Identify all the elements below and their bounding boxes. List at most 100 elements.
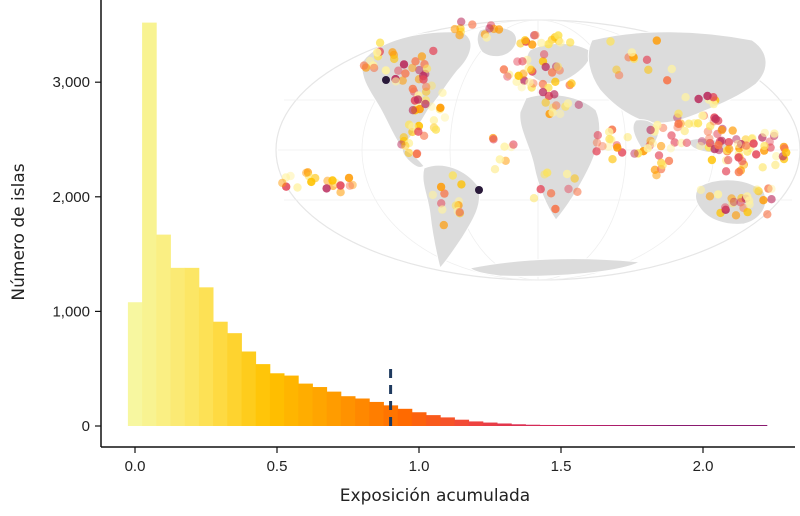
island-point <box>598 142 607 151</box>
histogram-bar <box>553 425 569 426</box>
histogram-bar <box>525 424 541 426</box>
island-point <box>348 180 357 190</box>
island-point <box>499 65 509 74</box>
island-point <box>667 131 676 140</box>
island-point <box>414 127 423 136</box>
island-point <box>391 77 401 86</box>
island-point <box>772 152 781 161</box>
island-point <box>711 114 720 124</box>
island-point <box>422 82 431 92</box>
island-point <box>336 188 345 197</box>
island-point <box>725 144 734 154</box>
histogram-bar <box>426 415 441 426</box>
island-point <box>436 103 445 113</box>
island-point <box>743 207 752 217</box>
island-point <box>674 119 683 128</box>
histogram-bar <box>582 425 597 426</box>
island-point <box>706 121 715 131</box>
island-point <box>286 171 295 181</box>
island-point <box>293 183 302 192</box>
histogram-bar <box>681 425 697 426</box>
histogram-bar <box>653 425 668 426</box>
island-point <box>573 187 582 196</box>
island-point <box>674 109 683 118</box>
island-point <box>563 99 573 108</box>
island-point <box>763 210 772 219</box>
island-point <box>697 137 707 146</box>
island-point <box>494 25 504 34</box>
island-point <box>552 101 561 110</box>
island-point <box>696 141 705 151</box>
island-point <box>717 125 726 135</box>
island-point <box>754 187 763 196</box>
island-point <box>544 40 553 49</box>
island-point <box>457 180 466 189</box>
island-point <box>680 126 689 136</box>
y-tick-label: 0 <box>82 418 90 435</box>
histogram-bar <box>639 425 654 426</box>
island-point <box>705 192 715 201</box>
island-point <box>428 190 437 200</box>
island-point <box>548 108 557 117</box>
island-point <box>450 24 459 34</box>
histogram-bar <box>624 425 640 426</box>
island-point <box>455 209 465 218</box>
histogram-bar <box>255 364 271 426</box>
island-point <box>369 63 379 73</box>
island-point <box>696 185 706 195</box>
island-point <box>714 140 723 150</box>
island-point <box>721 167 731 176</box>
island-point <box>724 155 733 165</box>
island-point <box>539 50 549 59</box>
island-point <box>749 139 758 148</box>
island-point <box>667 64 676 74</box>
island-point <box>782 148 791 157</box>
island-point <box>553 62 562 71</box>
island-point <box>468 20 477 29</box>
island-point <box>422 64 432 73</box>
island-point <box>574 100 583 110</box>
island-point <box>698 111 707 120</box>
histogram-bar <box>440 417 455 426</box>
x-tick-label: 1.0 <box>409 458 430 475</box>
histogram-bar <box>355 398 370 426</box>
y-tick-label: 1,000 <box>52 303 90 320</box>
island-point <box>440 189 449 198</box>
histogram-bar <box>142 22 157 427</box>
island-point <box>652 36 661 45</box>
island-point <box>411 57 420 66</box>
island-point <box>767 195 776 204</box>
histogram-bar <box>511 424 526 426</box>
island-point <box>505 70 514 79</box>
island-point <box>408 122 417 131</box>
histogram-bar <box>284 375 299 426</box>
island-point <box>417 52 427 61</box>
island-point <box>724 138 733 147</box>
histogram-bar <box>397 408 413 426</box>
island-point <box>399 133 408 142</box>
island-point <box>345 181 355 190</box>
island-point <box>604 142 613 151</box>
island-point <box>490 165 500 174</box>
island-point <box>536 185 545 194</box>
island-point <box>694 94 703 104</box>
island-point <box>642 55 652 64</box>
island-point <box>567 79 576 88</box>
histogram-bar <box>482 422 498 426</box>
island-point <box>566 38 575 47</box>
island-point <box>771 160 780 170</box>
island-point <box>707 155 717 165</box>
island-point <box>541 62 550 72</box>
island-point <box>556 38 565 47</box>
histogram-bar <box>568 425 583 426</box>
island-point <box>482 33 491 42</box>
histogram-bar <box>411 412 427 426</box>
island-point <box>630 149 639 158</box>
island-point <box>438 205 447 214</box>
island-point <box>438 88 447 98</box>
island-point <box>375 38 385 47</box>
island-point <box>415 104 424 114</box>
island-point <box>709 99 718 109</box>
histogram-bar <box>497 423 512 426</box>
